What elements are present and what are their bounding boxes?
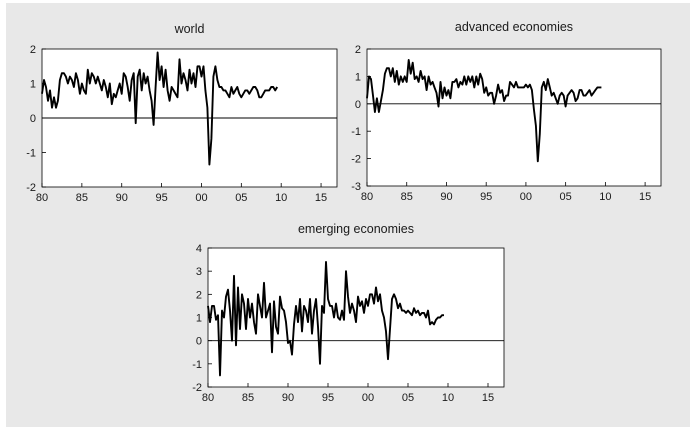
x-tick-label: 90 [116,192,128,204]
y-tick-label: -2 [26,182,36,194]
x-tick-label: 15 [639,191,651,203]
y-tick-label: 2 [355,44,361,56]
x-tick-label: 95 [322,392,334,404]
plot-area-advanced-economies [366,48,662,187]
x-tick-label: 00 [362,392,374,404]
panel-world: world -2 -1 0 1 2 80 85 90 95 00 05 10 15 [26,22,338,204]
y-tick-label: -3 [351,181,361,193]
y-tick-label: 1 [355,71,361,83]
x-tick-label: 95 [480,191,492,203]
x-tick-label: 10 [599,191,611,203]
y-tick-label: -2 [351,154,361,166]
y-tick-label: 0 [355,99,361,111]
chart-title-emerging-economies: emerging economies [298,222,414,236]
y-tick-label: -1 [26,148,36,160]
x-tick-label: 80 [36,192,48,204]
series-line-advanced-economies [366,59,602,163]
y-tick-label: 3 [196,266,202,278]
y-tick-label: 2 [30,44,36,56]
x-tick-label: 15 [315,192,327,204]
x-tick-label: 00 [520,191,532,203]
y-tick-label: -1 [351,126,361,138]
series-line-world [41,51,279,166]
x-tick-label: 00 [195,192,207,204]
y-tick-label: 4 [196,243,202,255]
series-line-emerging-economies [207,260,444,377]
x-tick-label: 85 [401,191,413,203]
x-tick-label: 90 [440,191,452,203]
chart-title-world: world [174,22,205,36]
y-tick-label: 0 [196,336,202,348]
y-tick-label: -1 [192,359,202,371]
y-tick-label: 2 [196,289,202,301]
x-tick-label: 90 [282,392,294,404]
x-tick-label: 95 [155,192,167,204]
y-tick-label: 1 [196,313,202,325]
chart-title-advanced-economies: advanced economies [455,20,573,34]
x-tick-label: 80 [202,392,214,404]
panel-advanced-economies: advanced economies -3 -2 -1 0 1 2 80 85 90 95 00 05… [351,20,662,203]
x-tick-label: 15 [482,392,494,404]
y-tick-label: 0 [30,113,36,125]
x-tick-label: 10 [275,192,287,204]
x-tick-label: 85 [242,392,254,404]
y-tick-label: -2 [192,382,202,394]
y-tick-label: 1 [30,79,36,91]
x-tick-label: 05 [402,392,414,404]
x-tick-label: 85 [76,192,88,204]
x-tick-label: 10 [442,392,454,404]
x-tick-label: 80 [361,191,373,203]
x-tick-label: 05 [235,192,247,204]
panel-emerging-economies: emerging economies -2 -1 0 1 2 3 4 80 85 90 95 00 05… [192,222,505,404]
x-tick-label: 05 [560,191,572,203]
